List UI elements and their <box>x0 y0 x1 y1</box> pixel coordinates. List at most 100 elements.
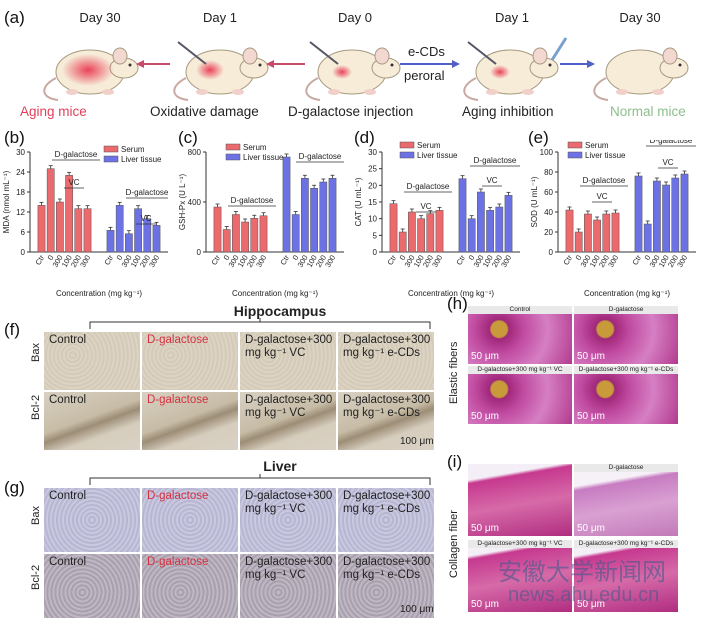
panel-e-label: (e) <box>528 128 549 147</box>
tile-caption: D-galactose <box>574 464 678 472</box>
cat-chart: 0 5 10 15 20 25 30 CAT (U mL⁻¹) Concentration (m… <box>354 141 520 298</box>
y-tick-label: 20 <box>544 228 553 237</box>
x-tick-label: 0 <box>222 254 232 262</box>
injection-mouse <box>305 41 401 101</box>
day-label: Day 1 <box>203 10 237 25</box>
annotation: D-galactose <box>583 176 626 185</box>
annotation: VC <box>596 192 607 201</box>
panel-c-label: (c) <box>178 128 198 147</box>
y-tick-label: 800 <box>188 148 202 157</box>
bar <box>74 208 83 253</box>
day-label: Day 30 <box>619 10 661 25</box>
micrograph-tile: Control 50 μm <box>468 306 572 364</box>
x-tick-label: Ctr <box>278 253 291 267</box>
bar <box>291 214 300 253</box>
tile-label: D-galactose+300 mg kg⁻¹ e-CDs <box>343 490 431 515</box>
scale-bar-label: 100 μm <box>400 436 434 447</box>
aging-mouse <box>43 47 139 101</box>
annotation: VC <box>420 202 431 211</box>
bar <box>232 214 240 253</box>
bar <box>389 203 398 253</box>
x-tick-label: Ctr <box>102 253 115 267</box>
y-axis-label: SOD (U mL⁻¹) <box>530 176 539 227</box>
bar <box>106 230 115 253</box>
legend-label: Serum <box>417 141 441 150</box>
x-tick-label: Ctr <box>630 253 643 267</box>
legend-swatch <box>399 141 415 149</box>
tile-label: Control <box>49 556 87 568</box>
x-tick-label: 300 <box>323 254 337 269</box>
bar <box>259 215 268 253</box>
bar <box>435 210 444 253</box>
bar <box>37 205 46 253</box>
bar <box>398 231 407 253</box>
annotation: D-galactose <box>126 188 169 197</box>
y-tick-label: 12 <box>16 208 25 217</box>
x-tick-label: 0 <box>291 254 301 262</box>
y-axis-label: GSH-Px (U L⁻¹) <box>178 174 187 231</box>
panel-h-label: (h) <box>447 294 468 313</box>
bar <box>426 213 435 253</box>
micrograph-tile: D-galactose+300 mg kg⁻¹ VC <box>240 392 336 450</box>
micrograph-tile: D-galactose <box>142 554 238 618</box>
gsh-px-chart: 0 400 800 GSH-Px (U L⁻¹) Concentration (mg k… <box>178 143 344 298</box>
annotation: D-galactose <box>407 182 450 191</box>
bar <box>408 211 416 253</box>
y-axis-label: CAT (U mL⁻¹) <box>354 177 363 226</box>
panel-f-label: (f) <box>4 320 21 339</box>
y-tick-label: 6 <box>21 228 26 237</box>
bar <box>653 180 661 253</box>
y-tick-label: 10 <box>368 215 377 224</box>
watermark-url: news.ahu.edu.cn <box>508 584 660 606</box>
legend-label: Serum <box>243 143 267 152</box>
bar <box>643 223 652 253</box>
bar <box>213 206 222 253</box>
tile-label: D-galactose+300 mg kg⁻¹ VC <box>245 334 333 359</box>
bar <box>477 191 485 253</box>
micrograph-tile: D-galactose+300 mg kg⁻¹ VC 50 μm <box>468 366 572 424</box>
header-bracket <box>89 474 431 485</box>
panel-g-label: (g) <box>4 478 25 497</box>
y-tick-label: 20 <box>368 181 377 190</box>
normal-mouse <box>593 47 689 101</box>
legend-swatch <box>225 143 241 151</box>
y-tick-label: 0 <box>549 248 554 257</box>
y-tick-label: 0 <box>197 248 202 257</box>
x-axis-label: Concentration (mg kg⁻¹) <box>56 289 142 298</box>
x-tick-label: Ctr <box>454 253 467 267</box>
tile-label: D-galactose+300 mg kg⁻¹ e-CDs <box>343 394 431 419</box>
sod-chart: 0 20 40 60 80 100 SOD (U mL⁻¹) Concentration (m… <box>530 140 696 298</box>
scale-bar-label: 50 μm <box>471 523 499 534</box>
bar <box>634 175 643 253</box>
bar <box>115 205 124 253</box>
bar <box>584 213 592 253</box>
y-tick-label: 400 <box>188 198 202 207</box>
scale-bar-label: 50 μm <box>577 599 605 610</box>
legend-swatch <box>103 145 119 153</box>
collagen-fiber-label: Collagen fiber <box>448 510 460 578</box>
tile-label: D-galactose <box>147 490 209 502</box>
bar <box>467 218 476 253</box>
caption-normal: Normal mice <box>610 104 686 119</box>
micrograph-tile: D-galactose+300 mg kg⁻¹ e-CDs <box>338 488 434 552</box>
bar <box>565 209 574 253</box>
bar <box>495 206 504 253</box>
annotation: D-galactose <box>474 156 517 165</box>
bar <box>46 168 55 253</box>
legend-swatch <box>225 153 241 161</box>
micrograph-tile: D-galactose <box>142 392 238 450</box>
x-tick-label: 300 <box>499 254 513 269</box>
x-tick-label: 0 <box>643 254 653 262</box>
legend-label: Serum <box>121 145 145 154</box>
bar <box>310 188 318 253</box>
legend-label: Liver tissue <box>243 153 284 162</box>
micrograph-tile: D-galactose+300 mg kg⁻¹ e-CDs <box>338 554 434 618</box>
micrograph-tile: D-galactose+300 mg kg⁻¹ e-CDs 50 μm <box>574 540 678 612</box>
legend-label: Serum <box>585 141 609 150</box>
x-tick-label: 300 <box>430 254 444 269</box>
y-axis-label: MDA (nmol mL⁻¹) <box>2 170 11 233</box>
tile-label: D-galactose <box>147 334 209 346</box>
x-tick-label: 0 <box>46 254 56 262</box>
y-tick-label: 40 <box>544 208 553 217</box>
x-tick-label: 300 <box>254 254 268 269</box>
